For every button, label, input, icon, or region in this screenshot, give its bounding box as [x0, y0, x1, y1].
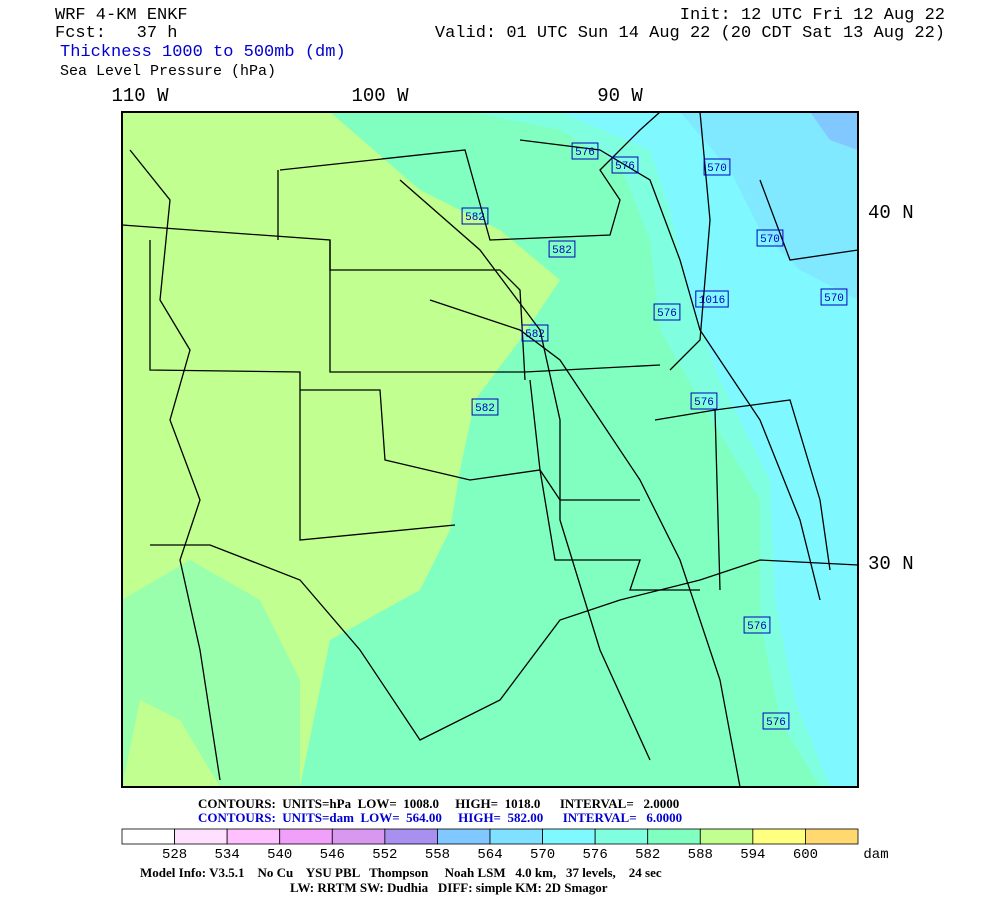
- thickness-shade: [122, 560, 300, 787]
- colorbar-label: 570: [530, 847, 555, 863]
- contour-label-box: [762, 712, 790, 730]
- contour-label: 582: [552, 245, 572, 257]
- colorbar-swatch: [279, 828, 333, 845]
- latitude-label: 40 N: [868, 202, 914, 224]
- colorbar: 528 534 540 546 552 558 564 570 576 582 588 594 600 d…: [121, 828, 889, 863]
- contour-label-box: [461, 207, 489, 225]
- model-info: LW: RRTM SW: Dudhia DIFF: simple KM: 2D …: [290, 880, 608, 895]
- colorbar-label: 528: [162, 847, 187, 863]
- colorbar-swatch: [174, 828, 228, 845]
- colorbar-label: 546: [320, 847, 345, 863]
- colorbar-swatch: [437, 828, 491, 845]
- longitude-label: 110 W: [111, 85, 169, 107]
- contour-label-box: [695, 290, 729, 308]
- colorbar-swatch: [752, 828, 806, 845]
- field-title: Thickness 1000 to 500mb (dm): [60, 43, 346, 62]
- map-frame: [121, 111, 859, 788]
- forecast-hour: Fcst: 37 h: [55, 24, 177, 43]
- contour-label-box: [756, 229, 784, 247]
- valid-time: Valid: 01 UTC Sun 14 Aug 22 (20 CDT Sat …: [435, 24, 945, 43]
- latitude-label: 30 N: [868, 553, 914, 575]
- longitude-label: 100 W: [351, 85, 409, 107]
- contour-label: 570: [824, 293, 844, 305]
- contour-label: 576: [747, 621, 767, 633]
- contour-label-box: [611, 156, 639, 174]
- contour-label: 570: [707, 163, 727, 175]
- contour-label: 582: [525, 329, 545, 341]
- colorbar-label: 558: [425, 847, 450, 863]
- map-axis-labels: 110 W 100 W 90 W 40 N 30 N: [111, 85, 913, 575]
- contour-label-box: [690, 392, 718, 410]
- contour-label-box: [743, 616, 771, 634]
- colorbar-swatch: [647, 828, 701, 845]
- contour-label-box: [571, 142, 599, 160]
- colorbar-swatch: [489, 828, 543, 845]
- model-name: WRF 4-KM ENKF: [55, 6, 188, 25]
- colorbar-swatch: [226, 828, 281, 845]
- contour-label-box: [820, 288, 848, 306]
- contour-label: 582: [475, 403, 495, 415]
- map: [121, 111, 859, 788]
- contour-label: 576: [575, 147, 595, 159]
- longitude-label: 90 W: [597, 85, 643, 107]
- contour-label: 582: [465, 212, 485, 224]
- colorbar-swatch: [384, 828, 438, 845]
- colorbar-label: 564: [477, 847, 502, 863]
- state-borders: [121, 111, 859, 788]
- colorbar-swatch: [699, 828, 754, 845]
- colorbar-swatch: [121, 828, 175, 845]
- contour-label: 1016: [699, 295, 725, 307]
- colorbar-label: 576: [583, 847, 608, 863]
- contour-label-box: [703, 158, 731, 176]
- colorbar-swatch: [331, 828, 386, 845]
- colorbar-swatch: [594, 828, 649, 845]
- contour-label: 576: [657, 308, 677, 320]
- contour-info: CONTOURS: UNITS=hPa LOW= 1008.0 HIGH= 10…: [198, 796, 679, 811]
- field-title: Sea Level Pressure (hPa): [60, 63, 276, 80]
- colorbar-label: 594: [740, 847, 765, 863]
- model-info: Model Info: V3.5.1 No Cu YSU PBL Thompso…: [140, 865, 662, 880]
- contour-info: CONTOURS: UNITS=dam LOW= 564.00 HIGH= 58…: [198, 810, 682, 825]
- contour-labels: 576 576 570 582 582 570 1016 570 576 582 576 582 576…: [461, 142, 848, 730]
- contour-label-box: [653, 303, 681, 321]
- contour-label: 576: [766, 717, 786, 729]
- colorbar-label: 540: [267, 847, 292, 863]
- thickness-shade: [560, 112, 858, 787]
- contour-label: 576: [694, 397, 714, 409]
- colorbar-label: 588: [688, 847, 713, 863]
- contour-label-box: [521, 324, 549, 342]
- colorbar-swatch: [542, 828, 596, 845]
- colorbar-label: 582: [635, 847, 660, 863]
- colorbar-label: 534: [215, 847, 240, 863]
- colorbar-label: 552: [372, 847, 397, 863]
- contour-label-box: [471, 398, 499, 416]
- thickness-shade: [810, 112, 858, 150]
- colorbar-unit: dam: [863, 847, 888, 863]
- colorbar-swatch: [805, 828, 859, 845]
- colorbar-label: 600: [793, 847, 818, 863]
- init-time: Init: 12 UTC Fri 12 Aug 22: [680, 6, 945, 25]
- contour-label-box: [548, 240, 576, 258]
- contour-label: 570: [760, 234, 780, 246]
- contour-label: 576: [615, 161, 635, 173]
